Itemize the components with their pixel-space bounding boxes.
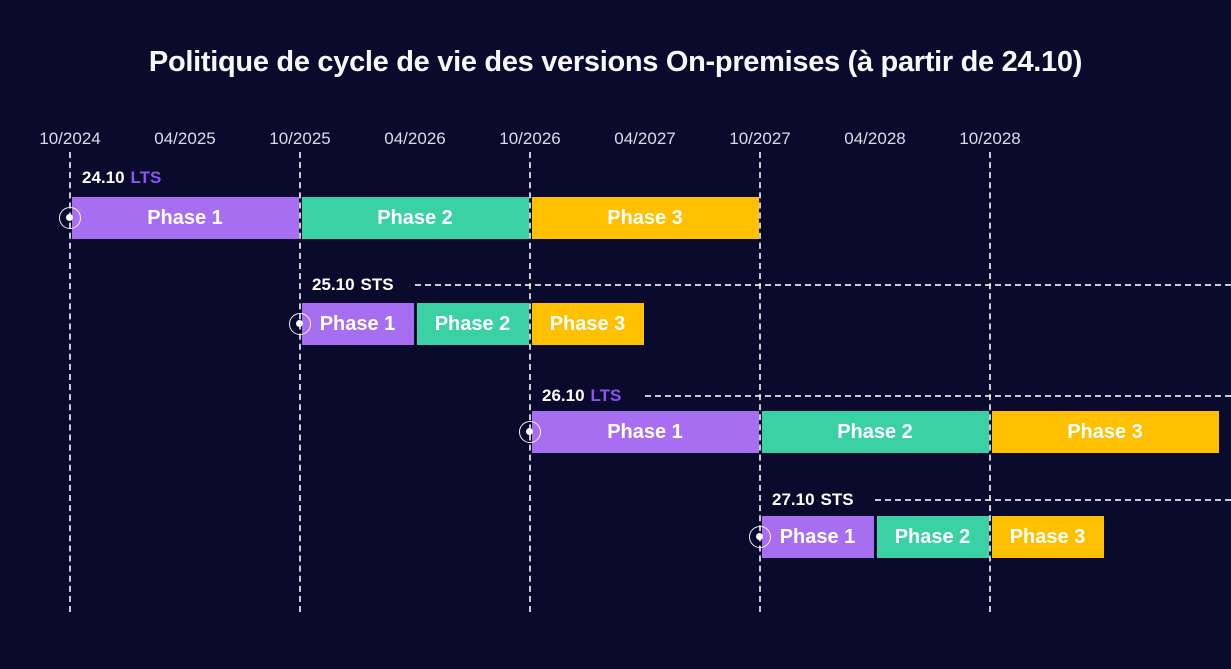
phase-bar-label: Phase 2 — [837, 420, 913, 443]
release-start-dot — [296, 320, 303, 327]
phase-bar-label: Phase 1 — [607, 420, 683, 443]
timeline-gridline — [69, 152, 71, 612]
timeline-gridline — [989, 152, 991, 612]
release-type-badge: STS — [360, 275, 394, 294]
release-row-label: 25.10 STS — [312, 275, 394, 295]
release-start-marker-icon — [58, 206, 81, 229]
phase-bar: Phase 1 — [301, 303, 414, 345]
axis-tick-label: 04/2027 — [614, 129, 676, 148]
phase-bar-label: Phase 3 — [549, 312, 626, 335]
phase-bar: Phase 3 — [531, 197, 759, 239]
phase-bar: Phase 1 — [531, 411, 759, 453]
release-version: 24.10 — [82, 168, 125, 187]
release-version: 26.10 — [542, 386, 585, 405]
phase-bar-label: Phase 3 — [1067, 420, 1143, 443]
axis-tick-label: 04/2025 — [154, 129, 216, 148]
timeline-gridline — [759, 152, 761, 612]
phase-bar: Phase 3 — [531, 303, 644, 345]
timeline-gridline — [299, 152, 301, 612]
phase-bar-label: Phase 1 — [779, 525, 856, 548]
release-start-marker-icon — [748, 525, 771, 548]
axis-tick-label: 10/2028 — [959, 129, 1021, 148]
continuation-dashline — [645, 395, 1231, 397]
axis-tick-label: 10/2027 — [729, 129, 791, 148]
continuation-dashline — [875, 499, 1231, 501]
chart-title: Politique de cycle de vie des versions O… — [148, 46, 1083, 78]
timeline-gridline — [529, 152, 531, 612]
phase-bar: Phase 1 — [71, 197, 299, 239]
release-row-label: 26.10 LTS — [542, 386, 621, 406]
phase-bar-label: Phase 1 — [147, 206, 223, 229]
release-row-label: 27.10 STS — [772, 490, 854, 510]
phase-bar-label: Phase 3 — [607, 206, 683, 229]
axis-tick-label: 10/2024 — [39, 129, 101, 148]
phase-bar-label: Phase 3 — [1009, 525, 1086, 548]
phase-bar: Phase 2 — [876, 516, 989, 558]
release-version: 27.10 — [772, 490, 815, 509]
axis-tick-label: 10/2025 — [269, 129, 331, 148]
phase-bar: Phase 2 — [761, 411, 989, 453]
phase-bar: Phase 3 — [991, 516, 1104, 558]
release-row-label: 24.10 LTS — [82, 168, 161, 188]
axis-tick-label: 04/2026 — [384, 129, 446, 148]
phase-bar-label: Phase 1 — [319, 312, 396, 335]
phase-bar: Phase 2 — [301, 197, 529, 239]
release-start-marker-icon — [288, 312, 311, 335]
release-type-badge: LTS — [130, 168, 162, 187]
phase-bar: Phase 3 — [991, 411, 1219, 453]
continuation-dashline — [415, 284, 1231, 286]
release-type-badge: LTS — [590, 386, 622, 405]
phase-bar-label: Phase 2 — [894, 525, 971, 548]
release-start-marker-icon — [518, 420, 541, 443]
phase-bar-label: Phase 2 — [434, 312, 511, 335]
phase-bar: Phase 2 — [416, 303, 529, 345]
release-version: 25.10 — [312, 275, 355, 294]
axis-tick-label: 04/2028 — [844, 129, 906, 148]
release-start-dot — [66, 214, 73, 221]
phase-bar-label: Phase 2 — [377, 206, 453, 229]
phase-bar: Phase 1 — [761, 516, 874, 558]
release-start-dot — [526, 428, 533, 435]
release-type-badge: STS — [820, 490, 854, 509]
release-start-dot — [756, 533, 763, 540]
axis-tick-label: 10/2026 — [499, 129, 561, 148]
